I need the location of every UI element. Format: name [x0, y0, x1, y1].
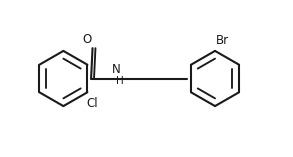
Text: N: N	[112, 63, 121, 76]
Text: Br: Br	[216, 34, 229, 47]
Text: H: H	[116, 76, 124, 86]
Text: Cl: Cl	[87, 97, 98, 111]
Text: O: O	[83, 33, 92, 46]
